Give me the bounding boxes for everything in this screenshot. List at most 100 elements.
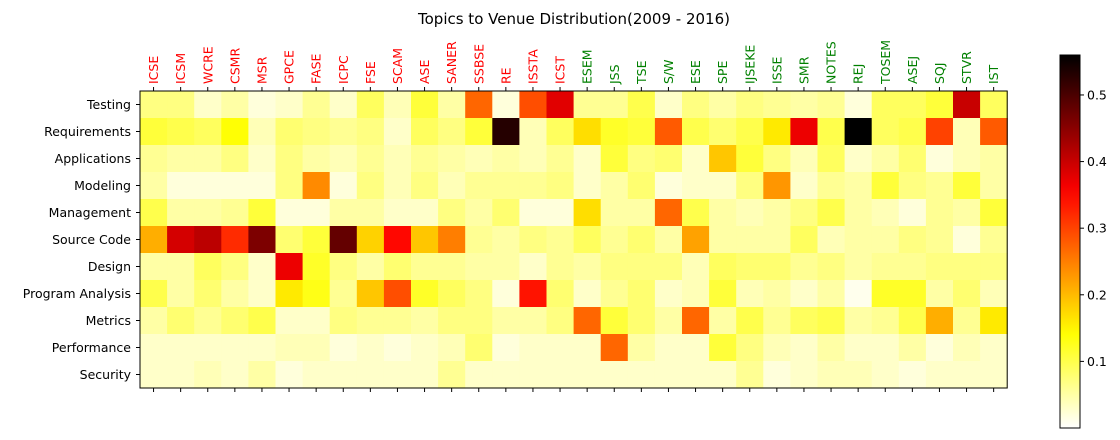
heatmap-cell <box>953 172 981 200</box>
heatmap-cell <box>438 307 466 335</box>
heatmap-cell <box>438 361 466 389</box>
heatmap-cell <box>844 199 873 227</box>
heatmap-cell <box>925 118 954 146</box>
heatmap-cell <box>600 226 629 254</box>
heatmap-cell <box>763 334 791 362</box>
heatmap-cell <box>465 118 493 146</box>
heatmap-cell <box>817 91 846 119</box>
heatmap-cell <box>871 253 900 281</box>
heatmap-cell <box>194 118 222 146</box>
row-label: Modeling <box>74 178 131 193</box>
column-label: SANER <box>444 41 459 84</box>
heatmap-cell <box>953 307 981 335</box>
heatmap-cell <box>275 307 304 335</box>
heatmap-cell <box>763 361 791 389</box>
heatmap-cell <box>736 280 764 308</box>
heatmap-cell <box>736 226 764 254</box>
heatmap-cell <box>492 307 520 335</box>
heatmap-cell <box>329 118 358 146</box>
heatmap-cell <box>248 361 277 389</box>
heatmap-cell <box>302 172 331 200</box>
heatmap-cell <box>140 226 168 254</box>
column-label: SQJ <box>932 63 947 84</box>
heatmap-cell <box>383 361 412 389</box>
heatmap-cell <box>898 172 927 200</box>
heatmap-cell <box>817 307 846 335</box>
heatmap-cell <box>844 91 873 119</box>
heatmap-cell <box>248 280 277 308</box>
column-label: WCRE <box>200 46 215 84</box>
column-label: ASEJ <box>905 56 920 84</box>
heatmap-cell <box>221 334 249 362</box>
column-label: ESE <box>688 60 703 84</box>
heatmap-cell <box>329 361 358 389</box>
heatmap-cell <box>898 280 927 308</box>
heatmap-cell <box>817 172 846 200</box>
heatmap-cell <box>682 199 710 227</box>
heatmap-cell <box>411 334 439 362</box>
heatmap-cell <box>600 361 629 389</box>
heatmap-cell <box>980 334 1008 362</box>
row-label: Requirements <box>44 124 131 139</box>
heatmap-cell <box>356 145 385 173</box>
heatmap-cell <box>438 280 466 308</box>
heatmap-cell <box>925 361 954 389</box>
heatmap-cell <box>898 91 927 119</box>
column-label: GPCE <box>282 50 297 84</box>
heatmap-cell <box>844 226 873 254</box>
column-label: ASE <box>417 60 432 84</box>
heatmap-cell <box>573 172 602 200</box>
heatmap-cell <box>492 91 520 119</box>
heatmap-cell <box>790 145 819 173</box>
heatmap-cell <box>709 145 737 173</box>
heatmap-cell <box>817 253 846 281</box>
heatmap-cell <box>167 199 195 227</box>
heatmap-cell <box>275 280 304 308</box>
row-label: Program Analysis <box>23 286 131 301</box>
heatmap-cell <box>763 199 791 227</box>
heatmap-cell <box>736 118 764 146</box>
heatmap-cell <box>140 307 168 335</box>
heatmap-cell <box>627 361 656 389</box>
heatmap-cell <box>519 334 548 362</box>
heatmap-cell <box>654 307 683 335</box>
column-label: FASE <box>309 53 324 84</box>
heatmap-cell <box>573 118 602 146</box>
heatmap-cell <box>654 145 683 173</box>
heatmap-cell <box>546 172 575 200</box>
row-label: Metrics <box>86 313 131 328</box>
heatmap-cell <box>709 280 737 308</box>
heatmap-cell <box>383 226 412 254</box>
column-label: NOTES <box>824 41 839 84</box>
heatmap-cell <box>573 91 602 119</box>
heatmap-cell <box>275 118 304 146</box>
column-label: IJSEKE <box>742 45 757 84</box>
heatmap-cell <box>519 226 548 254</box>
heatmap-cell <box>329 253 358 281</box>
heatmap-cell <box>356 280 385 308</box>
heatmap-cell <box>980 307 1008 335</box>
heatmap-cell <box>871 172 900 200</box>
heatmap-cell <box>600 172 629 200</box>
row-labels: Testing Requirements Applications Modeling M… <box>23 97 132 382</box>
heatmap-cell <box>194 226 222 254</box>
heatmap-cell <box>519 253 548 281</box>
heatmap-cell <box>925 199 954 227</box>
heatmap-cell <box>654 253 683 281</box>
heatmap-cell <box>465 145 493 173</box>
heatmap-cell <box>275 172 304 200</box>
heatmap-cell <box>167 172 195 200</box>
heatmap-cell <box>654 172 683 200</box>
heatmap-cell <box>546 145 575 173</box>
heatmap-cell <box>356 307 385 335</box>
heatmap-cell <box>763 280 791 308</box>
heatmap-cell <box>194 280 222 308</box>
heatmap-cell <box>519 199 548 227</box>
heatmap-cell <box>871 307 900 335</box>
heatmap-cell <box>763 145 791 173</box>
heatmap-cell <box>302 334 331 362</box>
heatmap-cell <box>356 361 385 389</box>
heatmap-cell <box>953 280 981 308</box>
heatmap-cell <box>275 334 304 362</box>
heatmap-cell <box>573 280 602 308</box>
